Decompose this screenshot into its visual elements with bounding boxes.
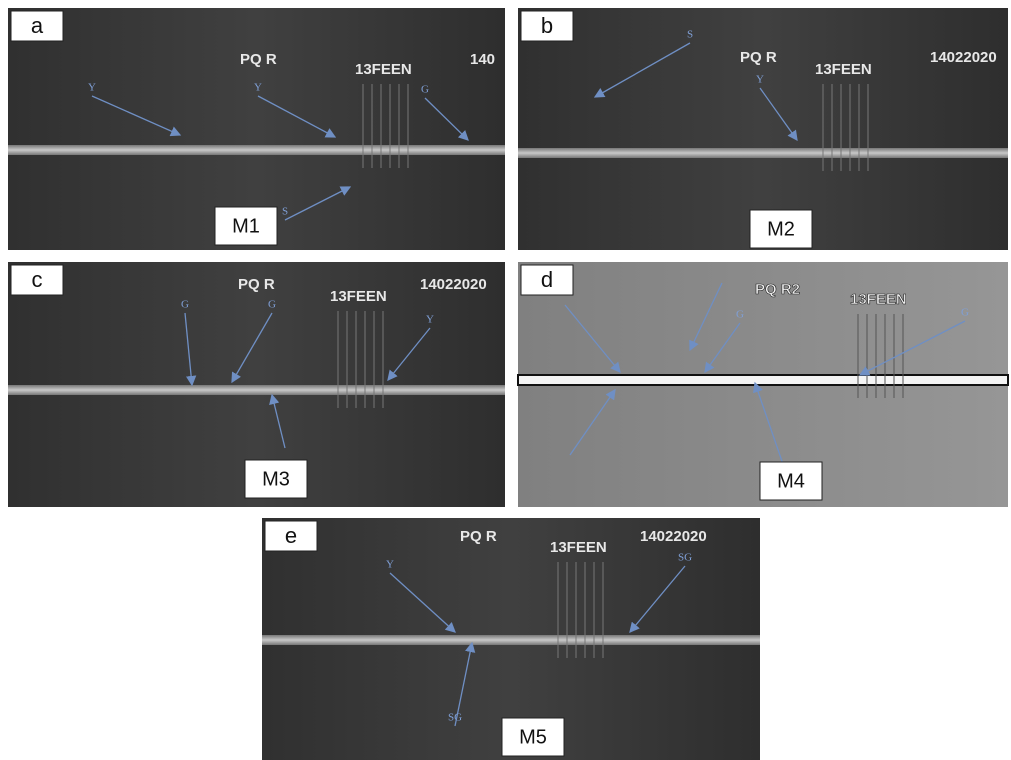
- annotation-label: SG: [678, 552, 692, 564]
- annotation-label: Y: [386, 559, 394, 571]
- annotation-label: Y: [426, 314, 434, 326]
- panel-letter: b: [541, 13, 553, 38]
- annotation-label: G: [736, 309, 744, 321]
- weld-bead: [8, 385, 505, 395]
- weld-bead: [518, 148, 1008, 158]
- lead-marker: PQ R: [240, 51, 277, 68]
- annotation-label: SG: [448, 712, 462, 724]
- annotation-label: Y: [254, 82, 262, 94]
- lead-marker: 14022020: [640, 528, 707, 545]
- panel: PQ R 13FEEN 140 Y Y G Sa M1: [8, 8, 505, 250]
- specimen-label: M2: [767, 218, 795, 240]
- specimen-label: M4: [777, 470, 805, 492]
- annotation-label: Y: [88, 82, 96, 94]
- lead-marker: 13FEEN: [815, 61, 872, 78]
- annotation-label: G: [268, 299, 276, 311]
- panel: PQ R 13FEEN 14022020 G G Yc M3: [8, 262, 505, 507]
- lead-marker: PQ R: [238, 276, 275, 293]
- panel-letter: a: [31, 13, 44, 38]
- lead-marker: 13FEEN: [355, 61, 412, 78]
- annotation-label: G: [181, 299, 189, 311]
- lead-marker: 13FEEN: [550, 539, 607, 556]
- panel: PQ R 13FEEN 14022020 Y SG SG e M5: [262, 518, 760, 760]
- weld-bead: [8, 145, 505, 155]
- lead-marker: PQ R: [740, 49, 777, 66]
- lead-marker: 14022020: [420, 276, 487, 293]
- lead-marker: 13FEEN: [850, 291, 907, 308]
- annotation-label: G: [421, 84, 429, 96]
- annotation-label: Y: [756, 74, 764, 86]
- panel-letter: c: [32, 267, 43, 292]
- specimen-label: M5: [519, 726, 547, 748]
- lead-marker: PQ R2: [755, 281, 800, 298]
- lead-marker: 140: [470, 51, 495, 68]
- annotation-label: G: [961, 307, 969, 319]
- panel-letter: d: [541, 267, 553, 292]
- lead-marker: PQ R: [460, 528, 497, 545]
- panel: PQ R2 13FEEN G Gd M4: [518, 262, 1008, 507]
- annotation-label: S: [687, 29, 693, 41]
- specimen-label: M1: [232, 215, 260, 237]
- specimen-label: M3: [262, 468, 290, 490]
- figure: PQ R 13FEEN 140 Y Y G Sa M1 PQ R 13FEEN 14022020 S Y…: [0, 0, 1011, 760]
- annotation-label: S: [282, 206, 288, 218]
- weld-bead: [518, 375, 1008, 385]
- lead-marker: 13FEEN: [330, 288, 387, 305]
- panel: PQ R 13FEEN 14022020 S Yb M2: [518, 8, 1008, 250]
- weld-bead: [262, 635, 760, 645]
- panel-letter: e: [285, 523, 297, 548]
- lead-marker: 14022020: [930, 49, 997, 66]
